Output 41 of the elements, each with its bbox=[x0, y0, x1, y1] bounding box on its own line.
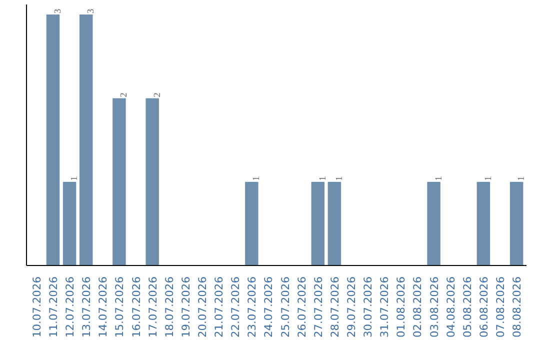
x-tick-label: 12.07.2026 bbox=[64, 276, 77, 338]
data-label: 1 bbox=[334, 176, 345, 181]
x-tick-label: 02.08.2026 bbox=[411, 276, 424, 338]
data-label: 1 bbox=[318, 176, 328, 181]
data-label: 1 bbox=[484, 176, 494, 181]
x-tick-label: 08.08.2026 bbox=[510, 276, 524, 338]
data-label: 3 bbox=[53, 8, 64, 14]
x-tick-label: 19.07.2026 bbox=[179, 276, 192, 338]
x-tick-label: 27.07.2026 bbox=[312, 276, 325, 338]
x-tick-label: 01.08.2026 bbox=[394, 276, 408, 338]
data-label: 2 bbox=[120, 92, 130, 98]
data-label: 2 bbox=[152, 92, 163, 98]
x-tick-label: 22.07.2026 bbox=[229, 276, 242, 338]
x-tick-label: 29.07.2026 bbox=[345, 276, 358, 338]
x-tick-label: 11.07.2026 bbox=[46, 276, 60, 338]
x-tick-label: 23.07.2026 bbox=[246, 276, 259, 338]
x-tick-label: 28.07.2026 bbox=[328, 276, 342, 338]
x-tick-label: 31.07.2026 bbox=[378, 276, 392, 338]
x-tick-label: 14.07.2026 bbox=[96, 276, 110, 338]
x-tick-label: 03.08.2026 bbox=[428, 276, 441, 338]
data-label: 1 bbox=[434, 176, 444, 181]
data-label: 1 bbox=[70, 176, 80, 181]
x-tick-label: 07.08.2026 bbox=[494, 276, 508, 338]
data-label: 1 bbox=[517, 176, 528, 181]
x-tick-label: 04.08.2026 bbox=[444, 276, 458, 338]
x-tick-label: 06.08.2026 bbox=[477, 276, 490, 338]
x-tick-label: 05.08.2026 bbox=[460, 276, 474, 338]
x-tick-label: 18.07.2026 bbox=[162, 276, 176, 338]
x-tick-label: 20.07.2026 bbox=[196, 276, 209, 338]
x-tick-label: 26.07.2026 bbox=[295, 276, 308, 338]
x-tick-label: 15.07.2026 bbox=[113, 276, 126, 338]
x-tick-label: 24.07.2026 bbox=[262, 276, 276, 338]
x-tick-label: 10.07.2026 bbox=[30, 276, 44, 338]
x-tick-label: 13.07.2026 bbox=[80, 276, 94, 338]
x-tick-label: 25.07.2026 bbox=[278, 276, 292, 338]
data-label: 3 bbox=[86, 8, 97, 14]
x-tick-label: 21.07.2026 bbox=[212, 276, 226, 338]
x-tick-label: 16.07.2026 bbox=[130, 276, 143, 338]
x-tick-label: 30.07.2026 bbox=[362, 276, 375, 338]
x-tick-label: 17.07.2026 bbox=[146, 276, 160, 338]
data-label: 1 bbox=[252, 176, 262, 181]
